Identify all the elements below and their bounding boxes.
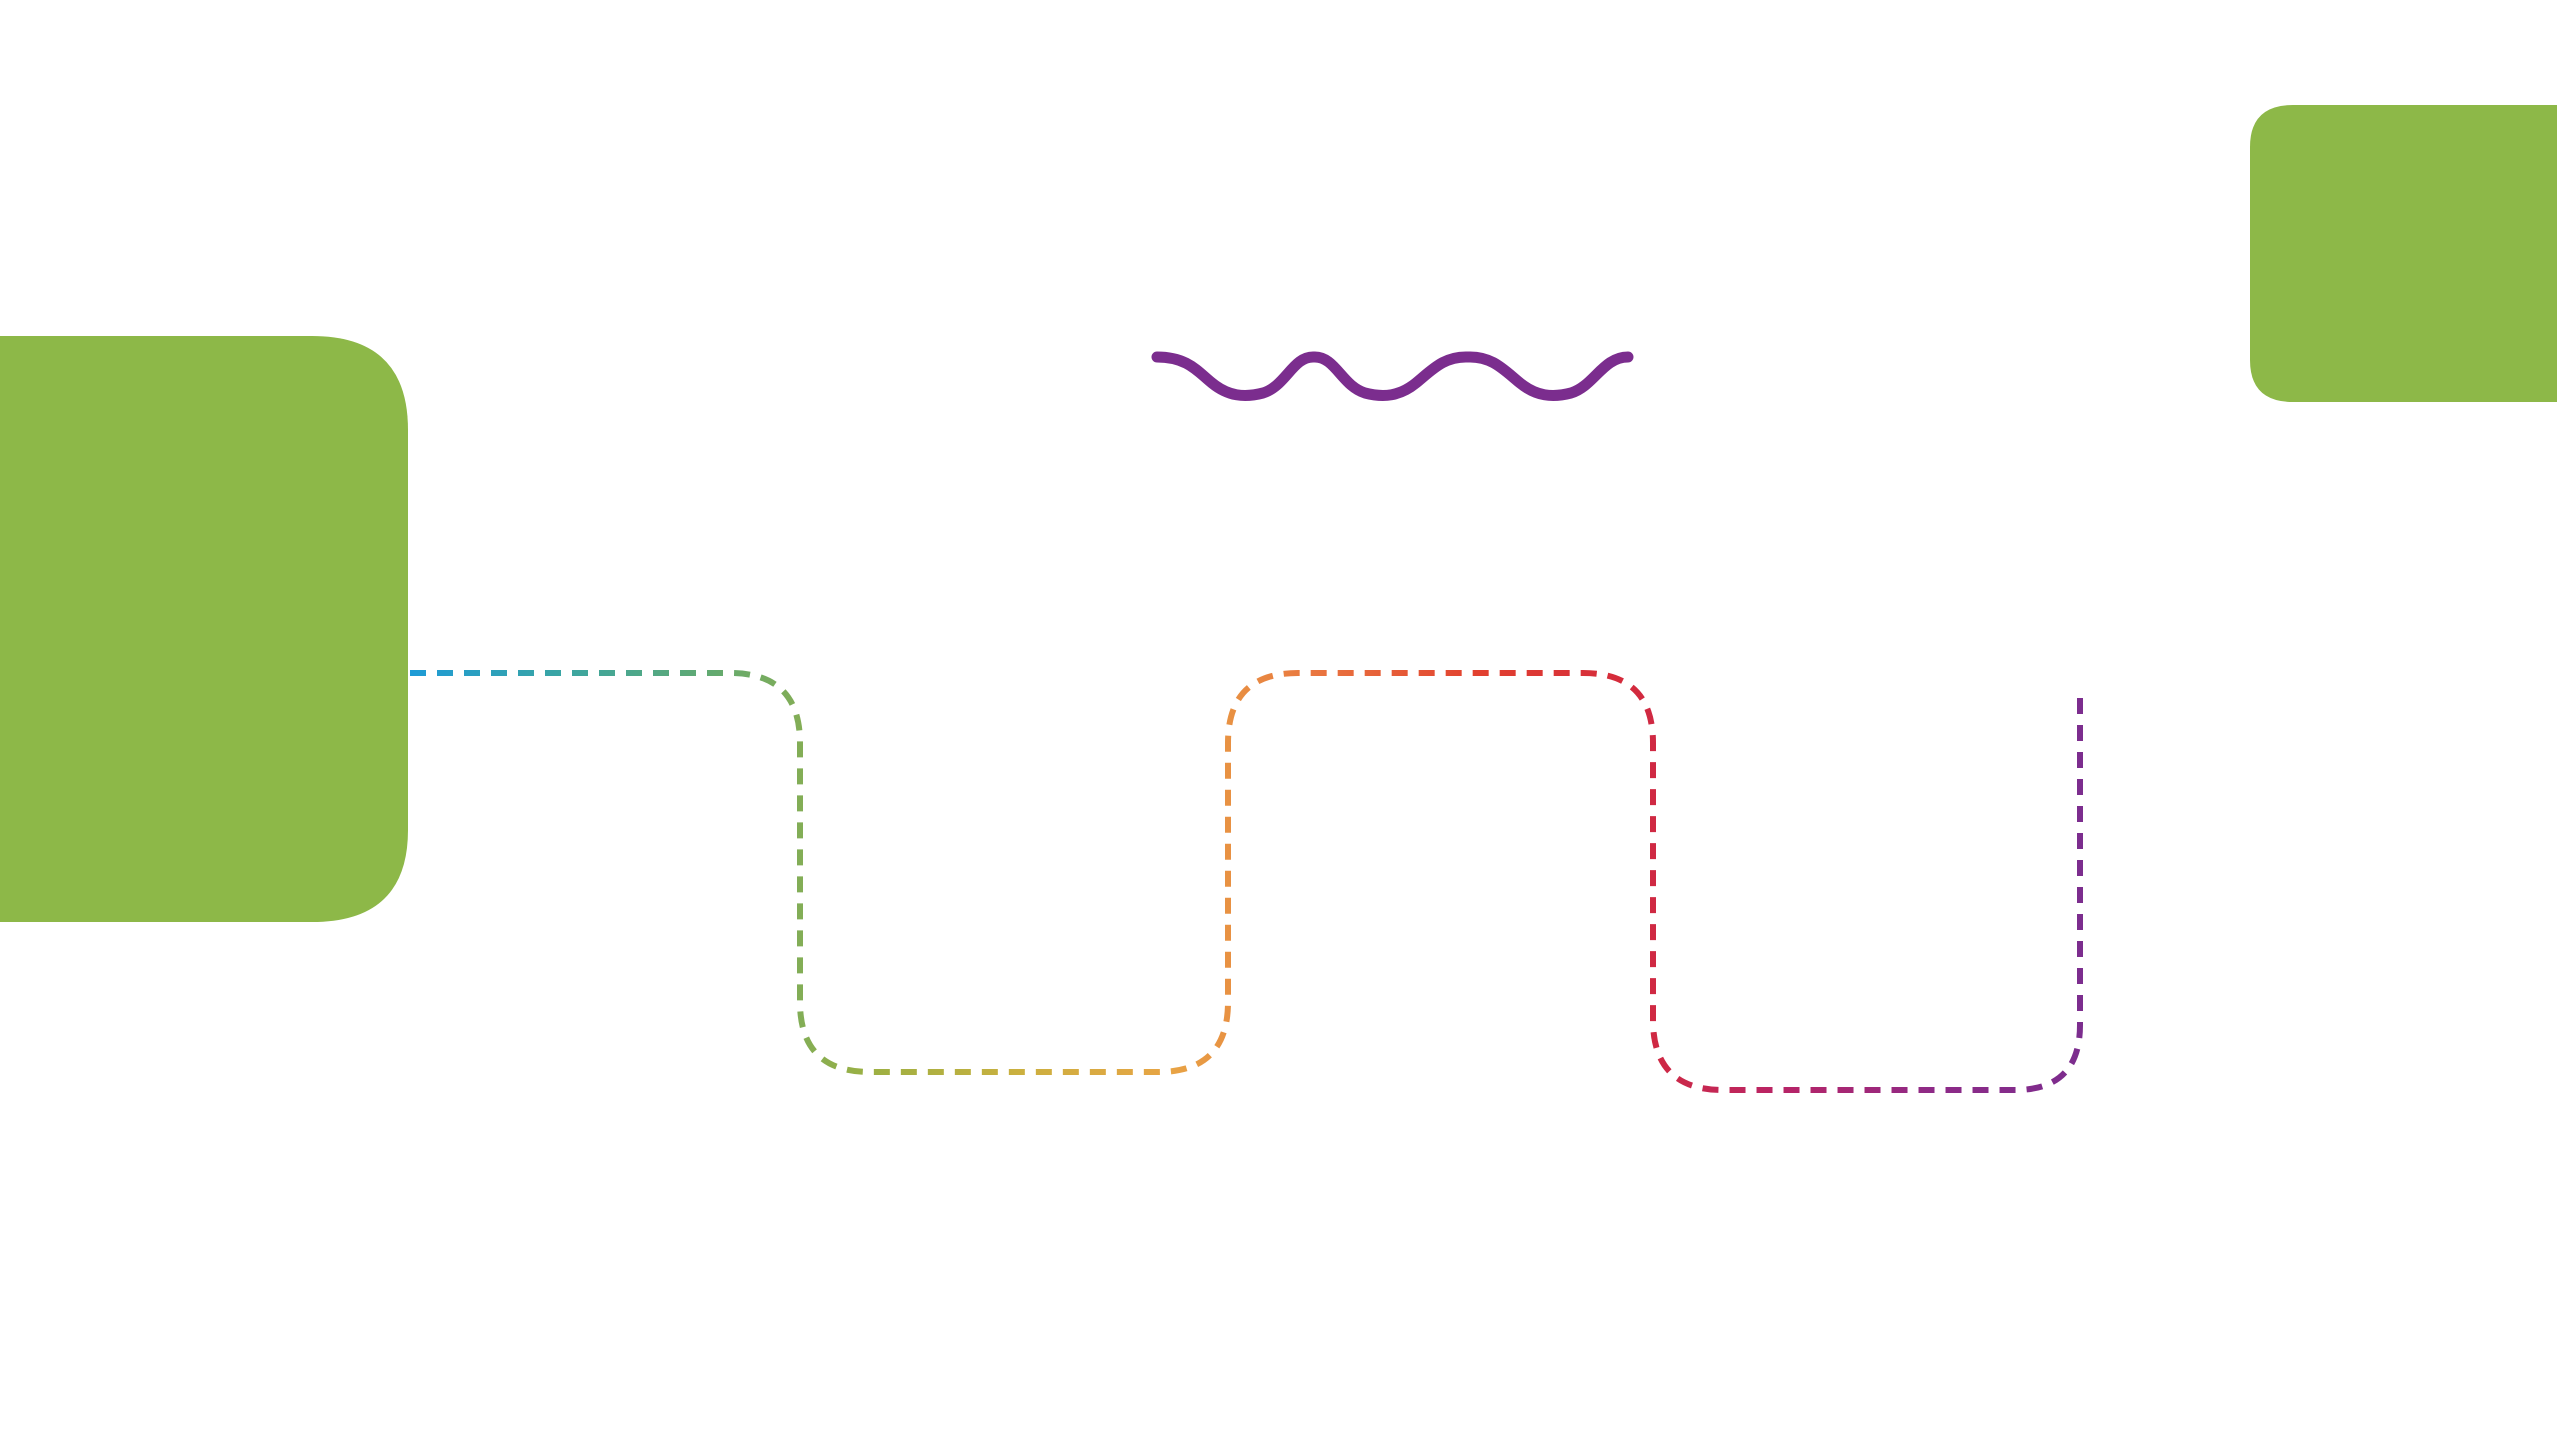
left-green-block xyxy=(0,336,408,922)
top-right-green-block xyxy=(2250,105,2557,402)
purple-wave-line xyxy=(1151,351,1634,401)
dashed-connector-path xyxy=(410,670,2083,1093)
